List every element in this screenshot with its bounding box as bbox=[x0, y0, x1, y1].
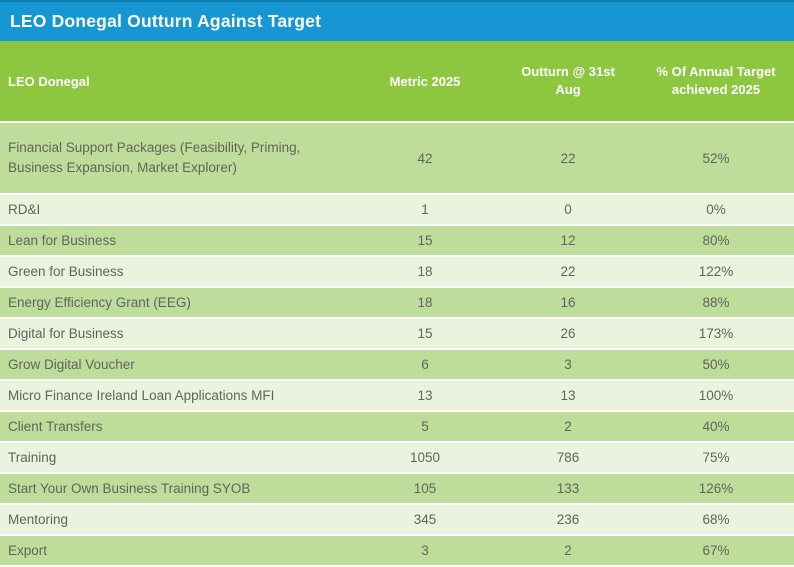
outturn-cell: 0 bbox=[564, 202, 572, 217]
metric-cell: 5 bbox=[421, 419, 429, 434]
row-name-cell: Financial Support Packages (Feasibility,… bbox=[8, 140, 301, 175]
metric-cell: 1 bbox=[421, 202, 429, 217]
metric-cell: 13 bbox=[417, 388, 433, 403]
pct-cell: 173% bbox=[698, 326, 734, 341]
metric-cell: 15 bbox=[417, 326, 433, 341]
outturn-cell: 16 bbox=[560, 295, 576, 310]
row-name-cell: Start Your Own Business Training SYOB bbox=[8, 480, 251, 496]
row-name-cell: Grow Digital Voucher bbox=[8, 356, 135, 372]
metric-cell: 105 bbox=[413, 481, 437, 496]
pct-cell: 50% bbox=[702, 357, 730, 372]
metric-cell: 15 bbox=[417, 233, 433, 248]
outturn-cell: 22 bbox=[560, 150, 576, 166]
outturn-cell: 13 bbox=[560, 388, 576, 403]
metric-cell: 18 bbox=[417, 264, 433, 279]
pct-cell: 88% bbox=[702, 295, 730, 310]
table-row-lean-for-business: Lean for Business 15 12 80% bbox=[0, 226, 794, 255]
pct-cell: 75% bbox=[702, 450, 730, 465]
table-row-rdi: RD&I 1 0 0% bbox=[0, 195, 794, 224]
outturn-cell: 786 bbox=[556, 450, 580, 465]
row-name-cell: Client Transfers bbox=[8, 418, 103, 434]
metric-cell: 18 bbox=[417, 295, 433, 310]
outturn-cell: 2 bbox=[564, 419, 572, 434]
row-name-cell: Training bbox=[8, 449, 57, 465]
row-name-cell: Mentoring bbox=[8, 511, 69, 527]
row-name-cell: Digital for Business bbox=[8, 325, 124, 341]
outturn-cell: 236 bbox=[556, 512, 580, 527]
col-header-outturn-label: Outturn @ 31st Aug bbox=[521, 64, 615, 97]
table-row-training: Training 1050 786 75% bbox=[0, 443, 794, 472]
table-row-mentoring: Mentoring 345 236 68% bbox=[0, 505, 794, 534]
row-name-cell: RD&I bbox=[8, 201, 41, 217]
pct-cell: 40% bbox=[702, 419, 730, 434]
metric-cell: 6 bbox=[421, 357, 429, 372]
table-header-row: LEO Donegal Metric 2025 Outturn @ 31st A… bbox=[0, 41, 794, 121]
table-row-syob: Start Your Own Business Training SYOB 10… bbox=[0, 474, 794, 503]
table-row-grow-digital-voucher: Grow Digital Voucher 6 3 50% bbox=[0, 350, 794, 379]
outturn-cell: 22 bbox=[560, 264, 576, 279]
metric-cell: 42 bbox=[417, 150, 433, 166]
outturn-cell: 133 bbox=[556, 481, 580, 496]
col-header-leo-donegal-label: LEO Donegal bbox=[8, 73, 90, 89]
pct-cell: 126% bbox=[698, 481, 734, 496]
row-name-cell: Export bbox=[8, 542, 48, 558]
pct-cell: 67% bbox=[702, 543, 730, 558]
outturn-cell: 3 bbox=[564, 357, 572, 372]
outturn-cell: 2 bbox=[564, 543, 572, 558]
outturn-cell: 26 bbox=[560, 326, 576, 341]
table-row-energy-efficiency-grant: Energy Efficiency Grant (EEG) 18 16 88% bbox=[0, 288, 794, 317]
table-row-micro-finance-ireland: Micro Finance Ireland Loan Applications … bbox=[0, 381, 794, 410]
col-header-metric-2025-label: Metric 2025 bbox=[389, 73, 461, 89]
report-title-bar: LEO Donegal Outturn Against Target bbox=[0, 0, 794, 41]
row-name-cell: Micro Finance Ireland Loan Applications … bbox=[8, 387, 275, 403]
table-row-digital-for-business: Digital for Business 15 26 173% bbox=[0, 319, 794, 348]
metric-cell: 1050 bbox=[409, 450, 441, 465]
pct-cell: 52% bbox=[702, 150, 730, 166]
table-row-financial-support-packages: Financial Support Packages (Feasibility,… bbox=[0, 123, 794, 193]
col-header-leo-donegal: LEO Donegal bbox=[0, 41, 352, 121]
pct-cell: 100% bbox=[698, 388, 734, 403]
report-title: LEO Donegal Outturn Against Target bbox=[10, 11, 322, 31]
pct-cell: 68% bbox=[702, 512, 730, 527]
pct-cell: 122% bbox=[698, 264, 734, 279]
col-header-pct-target-label: % Of Annual Target achieved 2025 bbox=[656, 64, 776, 97]
row-name-cell: Energy Efficiency Grant (EEG) bbox=[8, 294, 191, 310]
col-header-metric-2025: Metric 2025 bbox=[352, 41, 498, 121]
table-row-green-for-business: Green for Business 18 22 122% bbox=[0, 257, 794, 286]
row-name-cell: Green for Business bbox=[8, 263, 124, 279]
row-name-cell: Lean for Business bbox=[8, 232, 117, 248]
table-row-export: Export 3 2 67% bbox=[0, 536, 794, 565]
metric-cell: 345 bbox=[413, 512, 437, 527]
outturn-cell: 12 bbox=[560, 233, 576, 248]
col-header-outturn: Outturn @ 31st Aug bbox=[498, 41, 638, 121]
table-body: Financial Support Packages (Feasibility,… bbox=[0, 123, 794, 565]
table-row-client-transfers: Client Transfers 5 2 40% bbox=[0, 412, 794, 441]
pct-cell: 80% bbox=[702, 233, 730, 248]
metric-cell: 3 bbox=[421, 543, 429, 558]
pct-cell: 0% bbox=[706, 202, 726, 217]
col-header-pct-target: % Of Annual Target achieved 2025 bbox=[638, 41, 794, 121]
